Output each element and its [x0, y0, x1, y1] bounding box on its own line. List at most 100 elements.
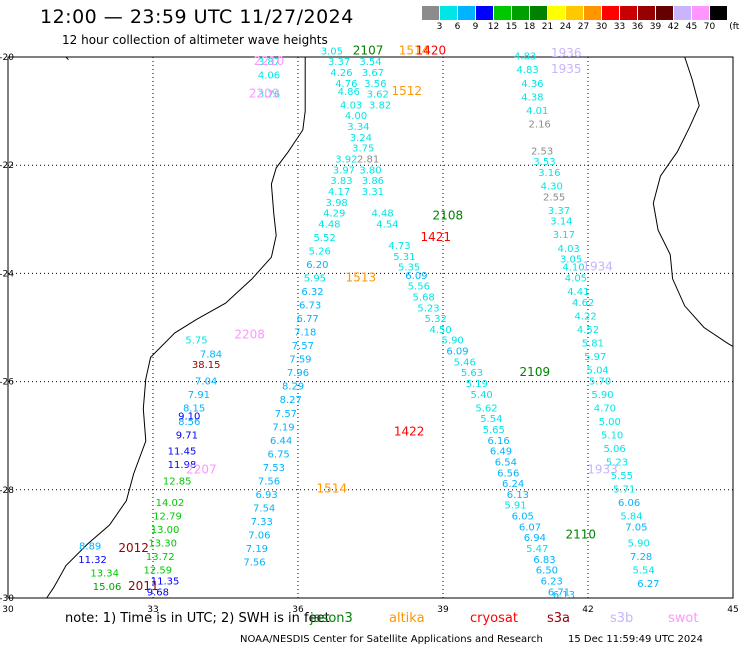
wave-height-value: 5.55 [611, 471, 633, 482]
wave-height-value: 7.28 [630, 552, 652, 563]
legend-label: 12 [487, 22, 500, 32]
wave-height-value: 7.56 [258, 476, 280, 487]
wave-height-value: 5.62 [475, 403, 497, 414]
wave-height-value: 3.37 [548, 206, 570, 217]
pass-time-label: 2210 [254, 54, 285, 68]
wave-height-value: 6.73 [299, 301, 321, 312]
legend-label: 15 [505, 22, 518, 32]
wave-height-value: 4.52 [577, 325, 599, 336]
page-title: 12:00 — 23:59 UTC 11/27/2024 [40, 6, 354, 28]
wave-height-value: 5.65 [483, 425, 505, 436]
africa-coastline [46, 57, 306, 599]
legend-swatch [602, 6, 619, 20]
legend-swatch [530, 6, 547, 20]
legend-unit: (ft) [729, 22, 740, 32]
legend-label: 3 [436, 22, 443, 32]
pass-time-label: 2110 [565, 527, 596, 541]
footer-note: note: 1) Time is in UTC; 2) SWH is in fe… [65, 611, 330, 626]
wave-height-value: 5.52 [313, 233, 335, 244]
wave-height-value: 4.03 [340, 100, 362, 111]
wave-height-value: 6.13 [507, 490, 529, 501]
wave-height-value: 7.05 [625, 522, 647, 533]
legend-swatch [440, 6, 457, 20]
wave-height-value: 3.76 [258, 90, 280, 101]
wave-height-value: 6.06 [618, 498, 640, 509]
wave-height-value: 5.46 [454, 357, 476, 368]
wave-height-value: 4.26 [330, 68, 352, 79]
wave-height-value: 3.80 [359, 165, 381, 176]
wave-height-value: 5.81 [582, 338, 604, 349]
wave-height-value: 3.86 [362, 176, 384, 187]
legend-swatch [584, 6, 601, 20]
satellite-key-item: altika [389, 611, 425, 626]
wave-height-value: 6.75 [268, 449, 290, 460]
wave-height-value: 5.54 [480, 414, 502, 425]
legend-label: 6 [454, 22, 461, 32]
wave-height-value: 5.04 [587, 365, 609, 376]
wave-height-value: 7.91 [188, 390, 210, 401]
wave-height-value: 3.37 [328, 57, 350, 68]
wave-height-value: 8.89 [79, 541, 101, 552]
wave-height-value: 5.06 [603, 444, 625, 455]
wave-height-value: 4.48 [371, 209, 393, 220]
wave-height-value: 6.54 [495, 457, 517, 468]
wave-height-value: 6.09 [446, 347, 468, 358]
wave-height-value: 6.09 [405, 271, 427, 282]
wave-height-value: 6.71 [548, 587, 570, 598]
wave-height-value: 12.59 [144, 566, 173, 577]
wave-height-value: 4.48 [318, 219, 340, 230]
pass-time-label: 1934 [582, 260, 613, 274]
lon-tick-label: 33 [147, 605, 158, 615]
wave-height-value: 4.38 [521, 92, 543, 103]
wave-height-value: 3.98 [326, 198, 348, 209]
wave-height-value: 6.83 [533, 555, 555, 566]
pass-time-label: 1935 [551, 62, 582, 76]
legend-label: 24 [559, 22, 572, 32]
legend-label: 27 [577, 22, 590, 32]
legend-label: 21 [541, 22, 554, 32]
wave-height-value: 15.06 [93, 582, 122, 593]
wave-height-value: 6.49 [490, 447, 512, 458]
wave-height-value: 7.96 [287, 368, 309, 379]
legend-swatch [512, 6, 529, 20]
legend-label: 39 [649, 22, 662, 32]
wave-height-value: 4.01 [526, 106, 548, 117]
legend-label: 18 [523, 22, 536, 32]
legend-swatch [458, 6, 475, 20]
satellite-key-item: s3b [610, 611, 634, 626]
wave-height-value: 8.15 [183, 403, 205, 414]
satellite-key-item: swot [668, 611, 699, 626]
wave-height-value: 4.05 [565, 274, 587, 285]
legend-swatch [620, 6, 637, 20]
wave-height-value: 6.94 [524, 533, 546, 544]
wave-height-value: 13.00 [151, 525, 180, 536]
pass-time-label: 2109 [520, 365, 551, 379]
wave-height-value: 3.82 [369, 100, 391, 111]
pass-time-label: 1421 [420, 230, 451, 244]
wave-height-value: 4.10 [562, 263, 584, 274]
wave-height-value: 7.53 [263, 463, 285, 474]
wave-height-value: 11.35 [151, 576, 180, 587]
wave-height-value: 3.31 [362, 187, 384, 198]
wave-height-value: 6.20 [306, 260, 328, 271]
wave-height-value: 5.75 [185, 336, 207, 347]
lat-tick-label: -20 [0, 53, 14, 63]
wave-height-value: 7.57 [292, 341, 314, 352]
wave-height-value: 5.19 [466, 379, 488, 390]
wave-height-value: 9.71 [176, 430, 198, 441]
legend-swatch [674, 6, 691, 20]
legend-label: 45 [685, 22, 698, 32]
lon-tick-label: 39 [437, 605, 449, 615]
wave-height-value: 3.87 [258, 57, 280, 68]
lat-tick-label: -22 [0, 161, 14, 171]
legend-swatch [422, 6, 439, 20]
wave-height-value: 5.90 [628, 539, 650, 550]
wave-height-value: 5.71 [613, 485, 635, 496]
wave-height-value: 2.55 [543, 192, 565, 203]
lon-tick-label: 42 [582, 605, 593, 615]
wave-height-value: 3.92 [335, 154, 357, 165]
wave-height-value: 4.17 [328, 187, 350, 198]
wave-height-value: 8.29 [282, 382, 304, 393]
wave-height-value: 3.05 [321, 46, 343, 57]
lat-tick-label: -30 [0, 594, 14, 604]
